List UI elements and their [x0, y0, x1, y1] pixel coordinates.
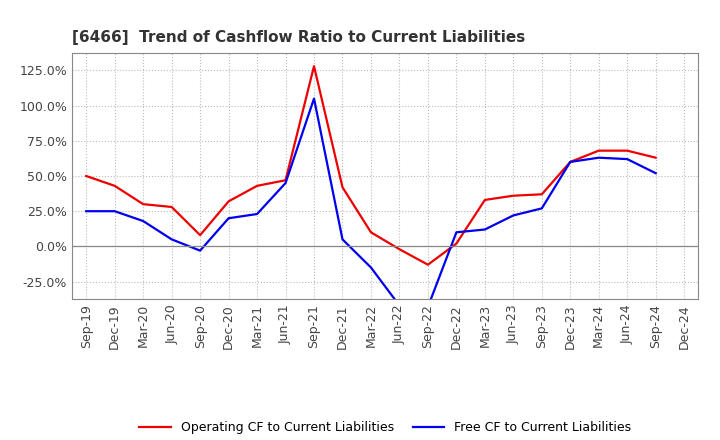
Operating CF to Current Liabilities: [282, 178, 290, 183]
Free CF to Current Liabilities: [652, 171, 660, 176]
Free CF to Current Liabilities: [310, 96, 318, 101]
Operating CF to Current Liabilities: [423, 262, 432, 268]
Free CF to Current Liabilities: [196, 248, 204, 253]
Free CF to Current Liabilities: [366, 265, 375, 270]
Operating CF to Current Liabilities: [395, 246, 404, 252]
Operating CF to Current Liabilities: [338, 185, 347, 190]
Free CF to Current Liabilities: [82, 209, 91, 214]
Free CF to Current Liabilities: [253, 211, 261, 216]
Operating CF to Current Liabilities: [253, 183, 261, 188]
Operating CF to Current Liabilities: [595, 148, 603, 153]
Operating CF to Current Liabilities: [623, 148, 631, 153]
Free CF to Current Liabilities: [537, 206, 546, 211]
Operating CF to Current Liabilities: [537, 192, 546, 197]
Operating CF to Current Liabilities: [139, 202, 148, 207]
Text: [6466]  Trend of Cashflow Ratio to Current Liabilities: [6466] Trend of Cashflow Ratio to Curren…: [72, 29, 526, 45]
Free CF to Current Liabilities: [338, 237, 347, 242]
Operating CF to Current Liabilities: [480, 197, 489, 202]
Line: Operating CF to Current Liabilities: Operating CF to Current Liabilities: [86, 66, 656, 265]
Free CF to Current Liabilities: [623, 157, 631, 162]
Operating CF to Current Liabilities: [225, 199, 233, 204]
Free CF to Current Liabilities: [423, 304, 432, 310]
Operating CF to Current Liabilities: [310, 63, 318, 69]
Operating CF to Current Liabilities: [167, 204, 176, 209]
Operating CF to Current Liabilities: [566, 159, 575, 165]
Operating CF to Current Liabilities: [110, 183, 119, 188]
Free CF to Current Liabilities: [452, 230, 461, 235]
Operating CF to Current Liabilities: [366, 230, 375, 235]
Operating CF to Current Liabilities: [652, 155, 660, 160]
Free CF to Current Liabilities: [167, 237, 176, 242]
Operating CF to Current Liabilities: [509, 193, 518, 198]
Free CF to Current Liabilities: [595, 155, 603, 160]
Legend: Operating CF to Current Liabilities, Free CF to Current Liabilities: Operating CF to Current Liabilities, Fre…: [135, 416, 636, 439]
Free CF to Current Liabilities: [282, 180, 290, 186]
Free CF to Current Liabilities: [225, 216, 233, 221]
Free CF to Current Liabilities: [480, 227, 489, 232]
Operating CF to Current Liabilities: [196, 232, 204, 238]
Line: Free CF to Current Liabilities: Free CF to Current Liabilities: [86, 99, 656, 307]
Free CF to Current Liabilities: [139, 218, 148, 224]
Free CF to Current Liabilities: [395, 303, 404, 308]
Free CF to Current Liabilities: [509, 213, 518, 218]
Free CF to Current Liabilities: [110, 209, 119, 214]
Operating CF to Current Liabilities: [82, 173, 91, 179]
Free CF to Current Liabilities: [566, 159, 575, 165]
Operating CF to Current Liabilities: [452, 241, 461, 246]
